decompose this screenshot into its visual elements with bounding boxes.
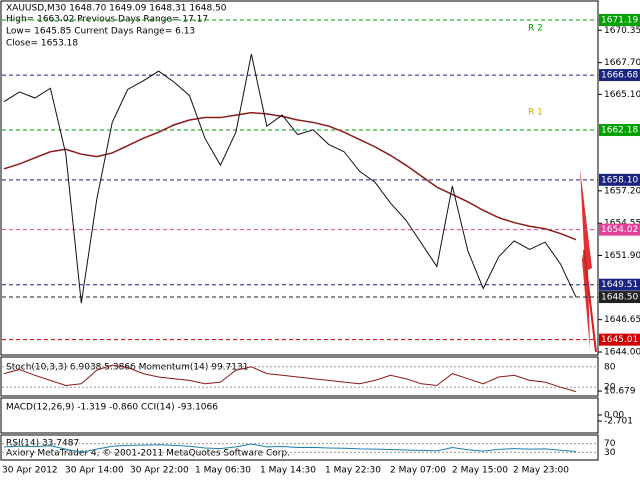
time-label: 30 Apr 2012 — [2, 466, 58, 476]
level-label: 1654.02 — [601, 225, 638, 235]
price-label: 1657.20 — [604, 186, 640, 196]
level-label: 1649.51 — [601, 280, 638, 290]
level-label: 1648.50 — [601, 293, 638, 303]
time-label: 2 May 23:00 — [513, 466, 569, 476]
macd-label: 10.679 — [604, 387, 636, 397]
level-box — [599, 223, 640, 236]
level-label: 70 — [604, 439, 616, 449]
time-label: 1 May 14:30 — [260, 466, 316, 476]
stoch-pane — [0, 356, 599, 397]
price-label: 1667.70 — [604, 58, 640, 68]
price-label: 1644.00 — [604, 348, 640, 358]
moving-average — [3, 111, 577, 241]
header-line: Close= 1653.18 — [6, 39, 78, 49]
level-label: 1671.19 — [601, 16, 638, 26]
price-label: 1670.35 — [604, 26, 640, 36]
level-label: 1666.68 — [601, 71, 638, 81]
level-label: 1645.01 — [601, 335, 638, 345]
level-label: 20 — [604, 383, 616, 393]
level-label: 80 — [604, 362, 616, 372]
time-label: 1 May 22:30 — [325, 466, 381, 476]
rsi-line — [3, 443, 577, 453]
price-label: 1646.65 — [604, 315, 640, 325]
pivot-label: R 1 — [528, 108, 543, 118]
level-box — [599, 278, 640, 291]
time-label: 30 Apr 14:00 — [65, 466, 124, 476]
level-box — [599, 333, 640, 346]
time-label: 2 May 15:00 — [452, 466, 508, 476]
header-line: Low= 1645.85 Current Days Range= 6.13 — [6, 27, 195, 37]
level-label: 1662.18 — [601, 126, 638, 136]
level-box — [599, 291, 640, 304]
level-label: 1658.10 — [601, 175, 638, 185]
pivot-label: R 2 — [528, 24, 543, 34]
header-line: XAUUSD,M30 1648.70 1649.09 1648.31 1648.… — [6, 4, 227, 14]
main-pane — [0, 0, 599, 356]
level-box — [599, 14, 640, 26]
price-line — [3, 53, 577, 304]
rsi-pane — [0, 434, 599, 461]
level-box — [599, 124, 640, 137]
level-box — [599, 173, 640, 186]
level-label: 30 — [604, 448, 616, 458]
copyright: Axiory MetaTrader 4, © 2001-2011 MetaQuo… — [6, 449, 290, 459]
indicator-label: MACD(12,26,9) -1.319 -0.860 CCI(14) -93.… — [6, 403, 218, 413]
arrow-line — [583, 249, 597, 353]
level-box — [599, 69, 640, 82]
price-label: 1651.90 — [604, 251, 640, 261]
macd-label: 0.00 — [604, 411, 624, 421]
time-label: 1 May 06:30 — [195, 466, 251, 476]
stoch-line — [3, 364, 577, 393]
time-label: 2 May 07:00 — [390, 466, 446, 476]
macd-label: -2.701 — [604, 417, 633, 427]
time-label: 30 Apr 22:00 — [130, 466, 189, 476]
price-label: 1665.10 — [604, 90, 640, 100]
